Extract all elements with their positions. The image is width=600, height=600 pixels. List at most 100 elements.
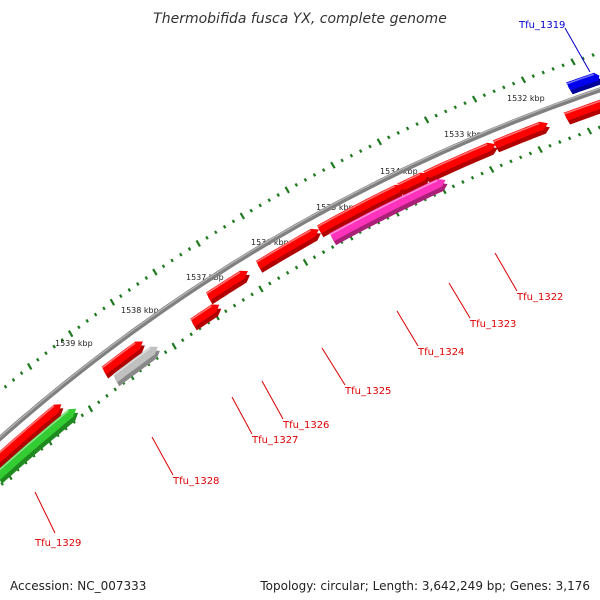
gene-label-tfu-1328[interactable]: Tfu_1328	[172, 476, 219, 487]
minor-tick	[480, 171, 484, 176]
minor-tick	[187, 247, 192, 251]
minor-tick	[36, 357, 40, 362]
minor-tick	[222, 224, 227, 229]
minor-tick	[434, 113, 438, 118]
feature-tfu-1327[interactable]	[190, 304, 220, 327]
minor-tick	[267, 198, 271, 203]
minor-tick	[119, 294, 123, 299]
major-tick	[586, 127, 593, 135]
minor-tick	[161, 264, 166, 269]
gene-label-tfu-1324[interactable]: Tfu_1324	[417, 347, 464, 358]
minor-tick	[340, 158, 344, 163]
minor-tick	[405, 126, 410, 131]
minor-tick	[561, 63, 565, 68]
minor-tick	[285, 270, 290, 275]
minor-tick	[499, 163, 504, 168]
feature-cds-d-shine	[0, 405, 55, 454]
gene-label-tfu-1327[interactable]: Tfu_1327	[251, 435, 298, 446]
feature-cds-a-shine	[492, 122, 540, 143]
feature-tfu-1328[interactable]	[112, 346, 158, 383]
minor-tick	[330, 245, 335, 249]
minor-tick	[502, 85, 506, 90]
map-title: Thermobifida fusca YX, complete genome	[153, 11, 447, 27]
inner-tick-ring	[0, 125, 600, 486]
feature-cds-e[interactable]	[563, 97, 600, 121]
feature-cds-b[interactable]	[397, 172, 429, 192]
minor-tick	[113, 387, 117, 392]
gene-label-tfu-1325[interactable]: Tfu_1325	[344, 386, 391, 397]
minor-tick	[453, 105, 458, 110]
minor-tick	[163, 350, 168, 355]
minor-tick	[44, 351, 48, 356]
minor-tick	[60, 338, 65, 343]
minor-tick	[312, 255, 317, 260]
feature-tfu-1323[interactable]	[316, 184, 404, 234]
feature-tfu-1324[interactable]	[329, 178, 446, 242]
backbone-highlight	[0, 87, 600, 438]
minor-tick	[127, 288, 132, 292]
gene-label-tfu-1326[interactable]: Tfu_1326	[282, 420, 329, 431]
minor-tick	[294, 265, 299, 270]
feature-tfu-1322[interactable]	[423, 142, 496, 179]
minor-tick	[463, 101, 467, 106]
minor-tick	[492, 89, 496, 94]
minor-tick	[85, 318, 89, 323]
minor-tick	[179, 252, 183, 257]
genome-backbone	[0, 87, 600, 442]
minor-tick	[541, 70, 545, 75]
feature-cds-d[interactable]	[0, 404, 62, 468]
minor-tick	[189, 332, 193, 337]
minor-tick	[3, 384, 8, 389]
minor-tick	[93, 312, 98, 317]
gene-label-tfu-1322[interactable]: Tfu_1322	[516, 292, 563, 303]
minor-tick	[321, 250, 326, 255]
minor-tick	[577, 132, 582, 137]
minor-tick	[461, 180, 465, 184]
minor-tick	[180, 338, 185, 343]
major-tick	[67, 330, 74, 338]
feature-tfu-1325-shine	[255, 229, 312, 264]
major-tick	[258, 285, 264, 293]
feature-tfu-1326-shadow	[207, 274, 250, 305]
kbp-label: 1533 kbp	[444, 130, 482, 139]
feature-cds-b-shine	[396, 173, 421, 186]
feature-track	[0, 72, 600, 484]
minor-tick	[241, 298, 246, 302]
kbp-label: 1538 kbp	[121, 306, 159, 315]
gene-label-tfu-1329[interactable]: Tfu_1329	[34, 538, 81, 549]
label-leader-line	[34, 491, 56, 534]
major-tick	[239, 212, 246, 220]
feature-tfu-1327-shadow	[192, 308, 222, 331]
major-tick	[570, 58, 576, 66]
minor-tick	[11, 377, 16, 382]
feature-tfu-1319[interactable]	[566, 72, 600, 91]
minor-tick	[531, 74, 536, 79]
feature-tfu-1324-shadow	[331, 182, 448, 246]
feature-cds-a[interactable]	[492, 121, 548, 149]
minor-tick	[551, 66, 555, 71]
feature-tfu-1329[interactable]	[0, 408, 77, 480]
minor-tick	[96, 400, 101, 405]
feature-cds-d-shadow	[0, 408, 64, 469]
feature-cds-c[interactable]	[101, 341, 143, 375]
label-leader-line	[151, 436, 174, 476]
minor-tick	[19, 371, 24, 376]
feature-tfu-1326-shine	[205, 271, 241, 295]
minor-tick	[509, 159, 513, 164]
feature-tfu-1325[interactable]	[255, 228, 319, 269]
gene-label-tfu-1319[interactable]: Tfu_1319	[518, 20, 565, 31]
feature-cds-c-shadow	[103, 345, 145, 379]
label-leader-line	[321, 347, 346, 386]
major-tick	[26, 362, 33, 370]
minor-tick	[80, 413, 85, 418]
genome-summary-text: Topology: circular; Length: 3,642,249 bp…	[260, 579, 590, 593]
feature-tfu-1326[interactable]	[205, 270, 248, 301]
label-leader-line	[448, 282, 471, 319]
minor-tick	[548, 143, 552, 148]
feature-tfu-1322-shine	[422, 143, 488, 174]
outer-tick-ring	[3, 53, 595, 389]
gene-label-tfu-1323[interactable]: Tfu_1323	[469, 319, 516, 330]
minor-tick	[77, 325, 81, 330]
minor-tick	[136, 282, 140, 286]
minor-tick	[102, 306, 106, 311]
